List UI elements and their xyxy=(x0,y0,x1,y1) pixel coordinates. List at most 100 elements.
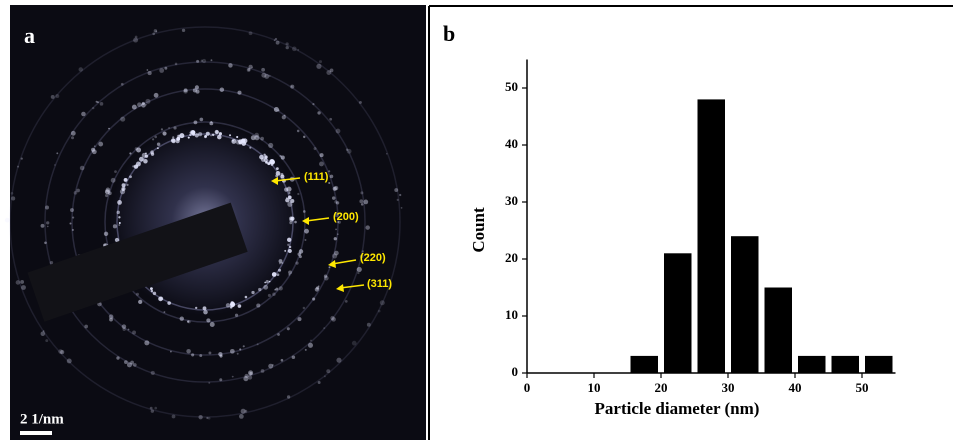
spot xyxy=(179,316,184,321)
spot xyxy=(54,164,56,166)
spot xyxy=(260,136,264,141)
y-tick-label: 20 xyxy=(505,250,518,265)
spot xyxy=(239,348,242,351)
spot xyxy=(357,271,360,275)
spot xyxy=(97,101,99,104)
spot xyxy=(198,132,203,137)
spot xyxy=(268,161,271,165)
spot xyxy=(280,174,285,179)
spot xyxy=(290,199,295,203)
spot xyxy=(160,128,164,131)
spot xyxy=(144,340,150,346)
spot xyxy=(330,315,335,321)
spot xyxy=(247,68,251,71)
spot xyxy=(189,130,195,135)
spot xyxy=(268,142,274,148)
bar xyxy=(731,236,759,373)
bar xyxy=(664,253,692,373)
annotation: (200) xyxy=(333,211,359,223)
spot xyxy=(121,183,126,188)
spot xyxy=(323,327,326,330)
spot xyxy=(285,45,289,50)
spot xyxy=(319,161,324,167)
spot xyxy=(260,369,265,373)
spot xyxy=(218,132,222,136)
spot xyxy=(169,350,172,353)
spot xyxy=(307,342,314,348)
spot xyxy=(261,67,266,72)
spot xyxy=(211,133,215,137)
spot xyxy=(329,117,333,121)
spot xyxy=(254,135,260,141)
spot xyxy=(46,225,49,228)
spot xyxy=(313,147,317,151)
spot xyxy=(332,186,337,191)
spot xyxy=(153,92,159,98)
ring xyxy=(9,26,401,418)
spot xyxy=(117,200,122,205)
spot xyxy=(168,127,170,129)
spot xyxy=(286,186,292,192)
spot xyxy=(284,249,287,252)
spot xyxy=(98,141,104,147)
spot xyxy=(377,309,381,313)
spot xyxy=(118,221,121,224)
spot xyxy=(207,416,211,420)
spot xyxy=(248,64,253,69)
spot xyxy=(73,190,78,195)
spot xyxy=(156,142,161,146)
spot xyxy=(231,138,237,144)
spot xyxy=(328,266,331,269)
spot xyxy=(133,164,139,169)
spot xyxy=(286,395,291,399)
spot xyxy=(238,139,243,144)
spot xyxy=(172,136,175,139)
panel-label: a xyxy=(24,23,35,48)
spot xyxy=(274,288,277,291)
y-tick-label: 40 xyxy=(505,136,518,151)
spot xyxy=(204,134,208,138)
spot xyxy=(251,66,254,69)
spot xyxy=(141,102,146,108)
bar xyxy=(865,355,893,373)
panel-label: b xyxy=(443,21,455,46)
y-tick-label: 50 xyxy=(505,79,518,94)
annotations: (111) (200) (220) (311) xyxy=(271,171,392,292)
spot xyxy=(104,193,109,198)
spot xyxy=(316,63,322,69)
spot xyxy=(40,223,45,228)
spot xyxy=(60,350,65,355)
spot xyxy=(208,381,211,384)
spot xyxy=(114,170,117,173)
spot xyxy=(304,348,307,351)
spot xyxy=(271,272,277,277)
spot xyxy=(323,375,326,378)
spot xyxy=(254,132,259,138)
spot xyxy=(264,74,270,79)
spot xyxy=(289,221,293,225)
spot xyxy=(333,185,339,191)
spot xyxy=(210,134,212,137)
ring xyxy=(44,61,366,383)
x-tick-label: 0 xyxy=(524,380,531,395)
spot xyxy=(333,237,337,241)
spot xyxy=(332,253,338,259)
y-tick-label: 30 xyxy=(505,193,518,208)
bar xyxy=(798,355,826,373)
spot xyxy=(287,243,290,246)
spot xyxy=(162,131,167,136)
spot xyxy=(84,324,88,329)
y-axis-label: Count xyxy=(469,207,488,253)
spot xyxy=(236,135,239,139)
spot xyxy=(95,100,98,103)
spot xyxy=(365,225,370,230)
x-tick-label: 10 xyxy=(588,380,601,395)
spot xyxy=(259,154,264,160)
spot xyxy=(116,356,120,360)
spot xyxy=(181,28,186,33)
spot xyxy=(150,150,154,154)
spot xyxy=(323,275,329,281)
spot xyxy=(203,309,208,315)
scale-bar-label: 2 1/nm xyxy=(20,411,64,427)
spot xyxy=(263,284,269,290)
